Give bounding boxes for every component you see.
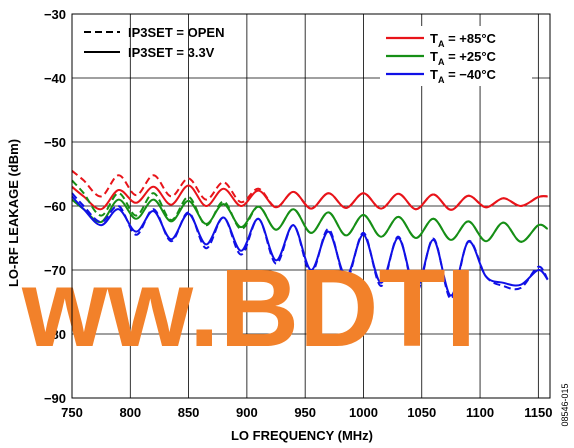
- legend-temperatures: TA = +85°CTA = +25°CTA = −40°C: [380, 26, 532, 86]
- x-tick-label: 1050: [407, 405, 436, 420]
- legend-label: TA = +85°C: [430, 31, 497, 49]
- series-line-open: [71, 192, 549, 300]
- legend-label: IP3SET = OPEN: [128, 25, 224, 40]
- legend-label: TA = −40°C: [430, 67, 497, 85]
- series-line-open: [71, 179, 549, 243]
- x-tick-label: 1100: [466, 405, 494, 420]
- tick-labels: 750 800 850 900 950 1000 1050 1100 1150 −30 −40 −50…: [44, 7, 553, 420]
- watermark: ww.BDTI: [21, 247, 476, 370]
- y-axis-title: LO-RF LEAKAGE (dBm): [6, 139, 21, 287]
- series-group: [71, 170, 549, 300]
- x-tick-label: 850: [178, 405, 200, 420]
- y-tick-label: −90: [44, 391, 66, 406]
- series-line-open: [71, 170, 548, 211]
- x-tick-label: 1000: [349, 405, 378, 420]
- legend-line-styles: IP3SET = OPEN IP3SET = 3.3V: [84, 25, 224, 60]
- x-tick-label: 950: [294, 405, 316, 420]
- y-tick-label: −60: [44, 199, 66, 214]
- y-tick-label: −70: [44, 263, 66, 278]
- y-tick-label: −40: [44, 71, 66, 86]
- y-tick-label: −30: [44, 7, 66, 22]
- x-tick-label: 750: [61, 405, 83, 420]
- plot-frame: [71, 13, 551, 399]
- y-tick-label: −80: [44, 327, 66, 342]
- legend-label: TA = +25°C: [430, 49, 497, 67]
- x-axis-title: LO FREQUENCY (MHz): [231, 428, 373, 443]
- legend-label: IP3SET = 3.3V: [128, 45, 215, 60]
- x-tick-label: 1150: [524, 405, 552, 420]
- x-tick-label: 900: [236, 405, 258, 420]
- x-tick-label: 800: [119, 405, 141, 420]
- figure-id: 08546-015: [560, 383, 570, 426]
- y-tick-label: −50: [44, 135, 66, 150]
